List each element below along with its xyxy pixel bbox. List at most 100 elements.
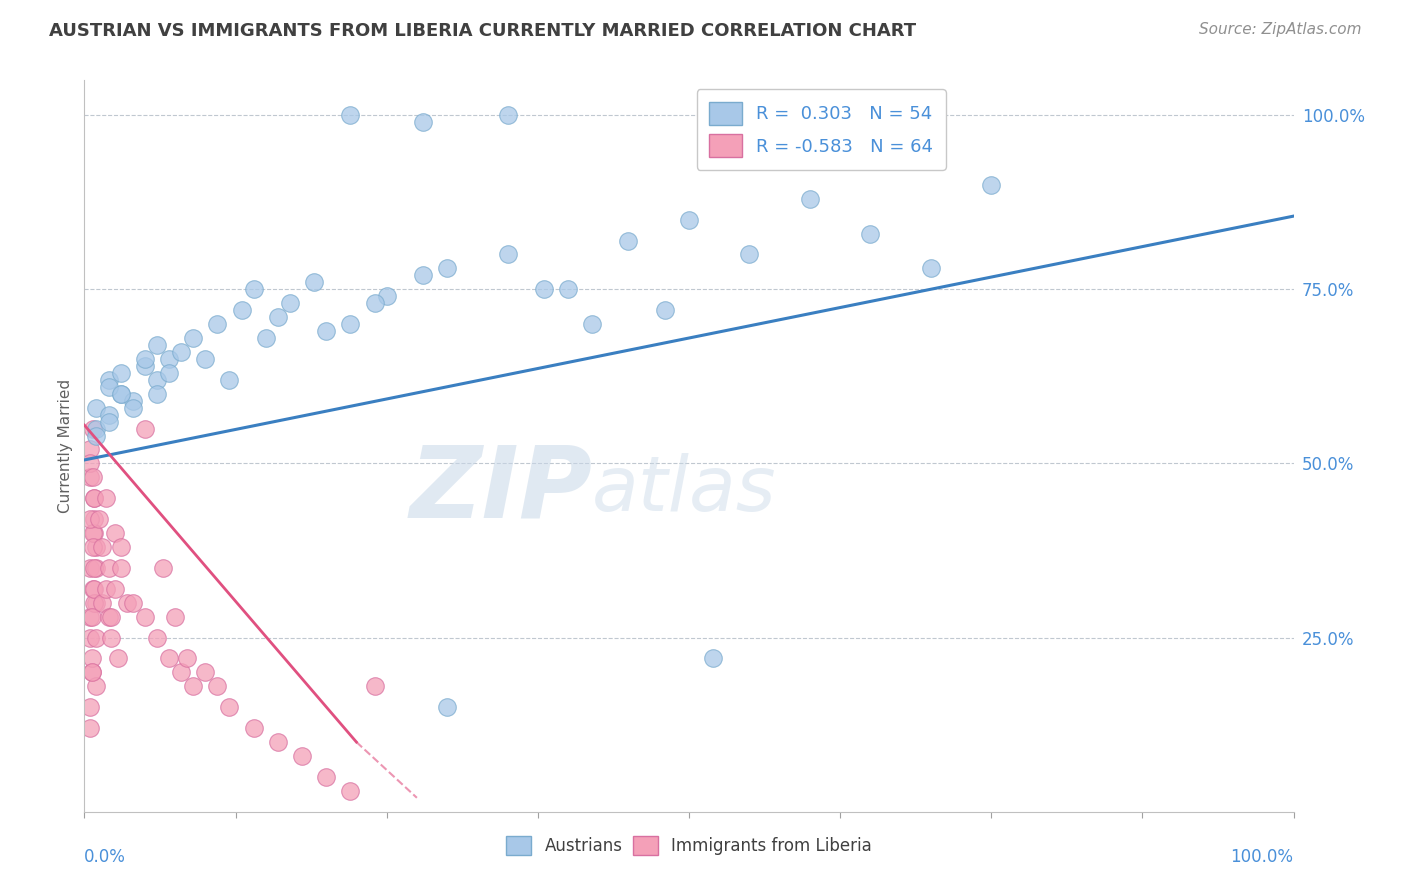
Point: [157, 351, 180, 366]
Point: [181, 679, 204, 693]
Point: [97, 415, 120, 429]
Point: [363, 679, 385, 693]
Point: [157, 366, 180, 380]
Point: [80, 609, 103, 624]
Point: [82, 421, 104, 435]
Point: [110, 540, 132, 554]
Point: [146, 338, 169, 352]
Point: [302, 275, 325, 289]
Point: [339, 784, 361, 798]
Point: [121, 596, 143, 610]
Point: [436, 261, 458, 276]
Point: [375, 289, 398, 303]
Point: [86, 679, 108, 693]
Point: [738, 247, 761, 261]
Point: [152, 561, 174, 575]
Point: [86, 561, 108, 575]
Point: [121, 401, 143, 415]
Point: [557, 282, 579, 296]
Point: [86, 540, 108, 554]
Point: [654, 303, 676, 318]
Point: [79, 457, 101, 471]
Point: [97, 380, 120, 394]
Point: [134, 351, 156, 366]
Point: [581, 317, 603, 331]
Point: [83, 561, 105, 575]
Y-axis label: Currently Married: Currently Married: [58, 379, 73, 513]
Point: [94, 582, 117, 596]
Text: Source: ZipAtlas.com: Source: ZipAtlas.com: [1198, 22, 1361, 37]
Text: AUSTRIAN VS IMMIGRANTS FROM LIBERIA CURRENTLY MARRIED CORRELATION CHART: AUSTRIAN VS IMMIGRANTS FROM LIBERIA CURR…: [49, 22, 917, 40]
Point: [207, 317, 229, 331]
Point: [920, 261, 942, 276]
Point: [315, 324, 337, 338]
Point: [83, 491, 105, 506]
Point: [82, 582, 104, 596]
Text: atlas: atlas: [592, 453, 776, 527]
Point: [94, 491, 117, 506]
Point: [82, 470, 104, 484]
Point: [97, 609, 120, 624]
Point: [678, 212, 700, 227]
Point: [82, 540, 104, 554]
Point: [218, 373, 240, 387]
Point: [533, 282, 555, 296]
Point: [242, 721, 264, 735]
Point: [702, 651, 724, 665]
Point: [110, 561, 132, 575]
Point: [170, 345, 193, 359]
Point: [617, 234, 640, 248]
Point: [134, 421, 156, 435]
Point: [83, 526, 105, 541]
Point: [267, 310, 290, 325]
Point: [134, 359, 156, 373]
Point: [82, 526, 104, 541]
Point: [207, 679, 229, 693]
Point: [134, 609, 156, 624]
Point: [80, 665, 103, 680]
Point: [80, 665, 103, 680]
Point: [165, 609, 187, 624]
Point: [100, 609, 122, 624]
Point: [79, 700, 101, 714]
Point: [254, 331, 277, 345]
Point: [79, 561, 101, 575]
Point: [79, 631, 101, 645]
Point: [146, 373, 169, 387]
Point: [496, 247, 519, 261]
Point: [79, 442, 101, 457]
Text: 100.0%: 100.0%: [1230, 848, 1294, 866]
Point: [104, 582, 127, 596]
Point: [79, 721, 101, 735]
Point: [86, 631, 108, 645]
Point: [157, 651, 180, 665]
Point: [110, 386, 132, 401]
Point: [91, 596, 114, 610]
Point: [104, 526, 127, 541]
Point: [86, 421, 108, 435]
Point: [97, 408, 120, 422]
Point: [859, 227, 882, 241]
Point: [363, 296, 385, 310]
Point: [80, 651, 103, 665]
Point: [86, 401, 108, 415]
Point: [115, 596, 138, 610]
Point: [339, 108, 361, 122]
Point: [83, 512, 105, 526]
Point: [799, 192, 821, 206]
Point: [86, 428, 108, 442]
Point: [291, 749, 314, 764]
Point: [97, 373, 120, 387]
Point: [79, 609, 101, 624]
Point: [110, 366, 132, 380]
Point: [91, 540, 114, 554]
Point: [194, 351, 217, 366]
Point: [315, 770, 337, 784]
Point: [146, 386, 169, 401]
Point: [100, 631, 122, 645]
Text: ZIP: ZIP: [409, 442, 592, 539]
Point: [86, 596, 108, 610]
Point: [278, 296, 301, 310]
Text: 0.0%: 0.0%: [84, 848, 127, 866]
Point: [83, 596, 105, 610]
